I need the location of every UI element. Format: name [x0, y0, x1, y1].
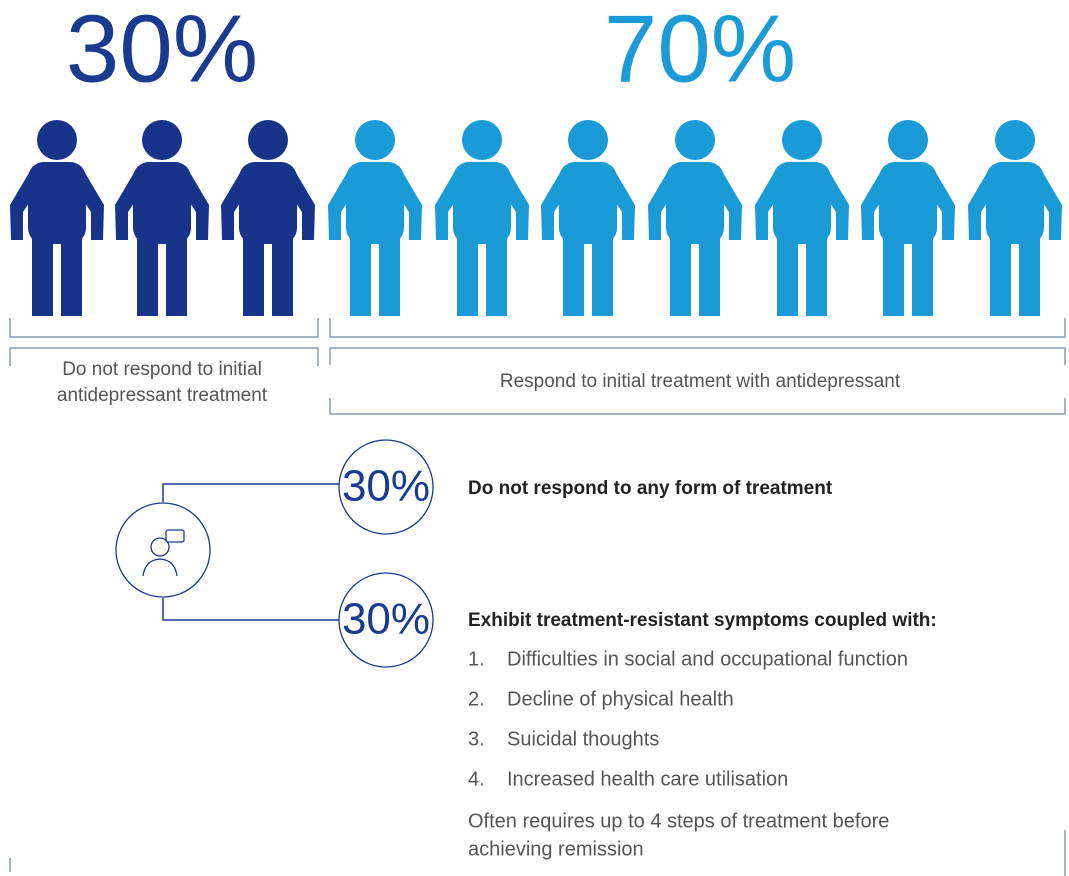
- bracket: [329, 398, 1066, 415]
- right-label: Respond to initial treatment with antide…: [500, 371, 901, 392]
- edge-line: [9, 830, 1066, 876]
- people-dark: [10, 120, 315, 316]
- branch-title: Exhibit treatment-resistant symptoms cou…: [468, 610, 937, 631]
- people-light: [328, 120, 1062, 316]
- branch-title: Do not respond to any form of treatment: [468, 478, 833, 499]
- connector: [162, 483, 340, 621]
- item-text: Increased health care utilisation: [507, 768, 788, 790]
- item-number: 4.: [468, 768, 485, 790]
- bracket: [329, 347, 1066, 365]
- bracket: [9, 318, 319, 338]
- item-text: Difficulties in social and occupational …: [507, 648, 908, 670]
- ring: [338, 572, 434, 668]
- left-label: Do not respond to initial: [62, 359, 262, 380]
- note: Often requires up to 4 steps of treatmen…: [468, 810, 889, 832]
- item-text: Decline of physical health: [507, 688, 734, 710]
- item-text: Suicidal thoughts: [507, 728, 659, 750]
- item-number: 3.: [468, 728, 485, 750]
- item-number: 2.: [468, 688, 485, 710]
- patient-icon: [115, 502, 211, 598]
- ring: [338, 439, 434, 535]
- percent-right: 70%: [604, 0, 796, 102]
- ring-percent: 30%: [342, 462, 430, 511]
- bracket: [329, 318, 1066, 338]
- left-label: antidepressant treatment: [57, 385, 268, 406]
- note: achieving remission: [468, 838, 644, 860]
- percent-left: 30%: [66, 0, 258, 102]
- item-number: 1.: [468, 648, 485, 670]
- bracket: [9, 347, 319, 366]
- ring-percent: 30%: [342, 595, 430, 644]
